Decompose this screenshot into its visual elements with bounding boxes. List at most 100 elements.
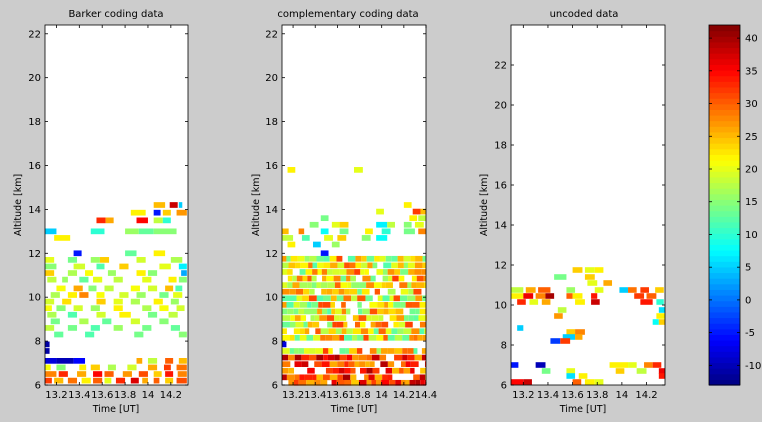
heatmap-cell — [358, 354, 367, 361]
heatmap-cell — [178, 331, 187, 338]
heatmap-cell — [591, 299, 600, 305]
heatmap-cell — [419, 302, 426, 308]
heatmap-cell — [538, 287, 551, 293]
colorbar-segment — [709, 109, 740, 116]
heatmap-cell — [339, 228, 349, 235]
heatmap-cell — [127, 364, 137, 371]
heatmap-cell — [398, 275, 405, 282]
heatmap-cell — [346, 328, 353, 335]
colorbar-segment — [709, 160, 740, 167]
heatmap-cell — [282, 348, 290, 354]
heatmap-cell — [591, 293, 598, 299]
heatmap-cell — [387, 374, 393, 381]
heatmap-cell — [594, 267, 604, 273]
colorbar-segment — [709, 205, 740, 212]
heatmap-cell — [382, 295, 390, 302]
heatmap-cell — [341, 328, 347, 335]
heatmap-cell — [385, 328, 392, 335]
heatmap-cell — [634, 293, 645, 299]
heatmap-cell — [339, 367, 345, 374]
colorbar-segment — [709, 98, 740, 105]
y-tick-label: 10 — [494, 301, 507, 312]
heatmap-cell — [296, 275, 303, 282]
heatmap-cell — [369, 302, 378, 308]
heatmap-cell — [358, 315, 367, 321]
heatmap-cell — [366, 255, 375, 262]
colorbar-segment — [709, 266, 740, 274]
colorbar-segment — [709, 362, 740, 369]
heatmap-cell — [407, 348, 414, 354]
barker-axes-frame — [44, 24, 189, 386]
heatmap-cell — [169, 202, 178, 208]
heatmap-cell — [361, 262, 368, 269]
colorbar-segment — [709, 272, 740, 279]
heatmap-cell — [381, 228, 391, 235]
heatmap-cell — [374, 288, 380, 295]
heatmap-cell — [584, 379, 595, 385]
heatmap-cell — [594, 287, 604, 293]
heatmap-cell — [142, 325, 152, 331]
heatmap-cell — [162, 209, 171, 216]
heatmap-cell — [104, 371, 114, 377]
heatmap-cell — [655, 287, 664, 293]
heatmap-cell — [408, 315, 414, 321]
x-tick-label: 13.2 — [512, 390, 534, 401]
heatmap-cell — [349, 348, 357, 354]
heatmap-cell — [387, 361, 395, 367]
heatmap-cell — [282, 361, 291, 367]
heatmap-cell — [336, 321, 344, 328]
heatmap-cell — [347, 255, 356, 262]
heatmap-cell — [323, 354, 328, 361]
heatmap-cell — [412, 302, 420, 308]
heatmap-cell — [346, 354, 353, 361]
heatmap-cell — [400, 269, 409, 275]
heatmap-cell — [79, 318, 89, 325]
heatmap-cell — [58, 371, 68, 377]
heatmap-cell — [308, 262, 313, 269]
colorbar-segment — [709, 103, 740, 110]
colorbar-segment — [709, 373, 740, 380]
heatmap-cell — [153, 228, 177, 235]
y-tick-label: 22 — [494, 61, 507, 72]
heatmap-cell — [366, 354, 372, 361]
heatmap-cell — [403, 328, 412, 335]
heatmap-cell — [339, 269, 347, 275]
colorbar-segment — [709, 126, 740, 133]
heatmap-cell — [307, 282, 312, 288]
heatmap-cell — [326, 269, 333, 275]
heatmap-cell — [424, 282, 426, 288]
heatmap-cell — [346, 308, 351, 315]
heatmap-cell — [162, 217, 171, 224]
heatmap-cell — [370, 321, 376, 328]
colorbar-segment — [709, 137, 740, 144]
heatmap-cell — [329, 255, 337, 262]
heatmap-cell — [294, 361, 302, 367]
heatmap-cell — [67, 292, 78, 298]
heatmap-cell — [330, 262, 338, 269]
colorbar-segment — [709, 278, 740, 285]
heatmap-cell — [379, 255, 386, 262]
heatmap-cell — [316, 255, 324, 262]
heatmap-cell — [366, 282, 374, 288]
heatmap-cell — [361, 255, 367, 262]
heatmap-cell — [418, 215, 426, 222]
heatmap-cell — [391, 255, 398, 262]
heatmap-cell — [104, 285, 114, 292]
heatmap-cell — [396, 315, 404, 321]
barker-cells — [45, 202, 187, 384]
heatmap-cell — [400, 361, 406, 367]
heatmap-cell — [153, 250, 166, 257]
heatmap-cell — [550, 338, 561, 344]
heatmap-cell — [292, 282, 300, 288]
heatmap-cell — [377, 302, 385, 308]
heatmap-cell — [352, 354, 359, 361]
heatmap-cell — [327, 354, 335, 361]
heatmap-cell — [73, 358, 86, 364]
heatmap-cell — [307, 367, 315, 374]
heatmap-cell — [294, 315, 301, 321]
heatmap-cell — [330, 295, 337, 302]
heatmap-cell — [402, 334, 410, 341]
heatmap-cell — [99, 257, 110, 263]
heatmap-cell — [295, 288, 304, 295]
heatmap-cell — [56, 305, 66, 312]
